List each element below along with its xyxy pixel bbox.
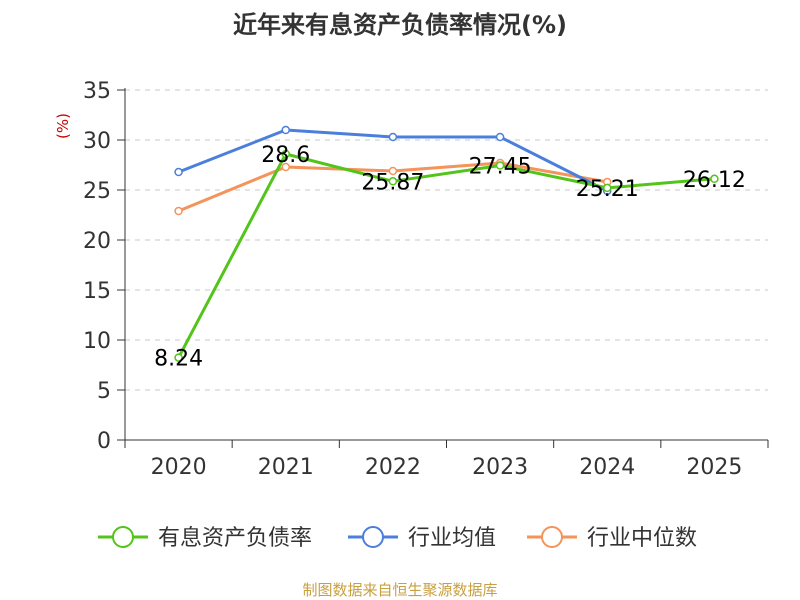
data-point bbox=[174, 167, 183, 177]
legend-marker bbox=[362, 526, 384, 548]
data-label: 25.87 bbox=[361, 170, 424, 195]
grid-lines bbox=[125, 89, 768, 391]
y-tick-label: 5 bbox=[97, 379, 111, 404]
legend-label: 有息资产负债率 bbox=[158, 526, 312, 551]
data-point bbox=[281, 125, 290, 135]
legend[interactable]: 有息资产负债率 行业均值 行业中位数 bbox=[98, 526, 697, 551]
y-tick-label: 35 bbox=[83, 79, 111, 104]
data-label: 27.45 bbox=[469, 155, 532, 180]
legend-label: 行业均值 bbox=[408, 526, 496, 551]
legend-item[interactable]: 行业均值 bbox=[348, 526, 496, 551]
x-tick-label: 2021 bbox=[258, 455, 314, 480]
y-tick-label: 10 bbox=[83, 329, 111, 354]
data-point bbox=[710, 174, 719, 184]
data-labels: 8.24 28.6 25.87 27.45 25.21 26.12 bbox=[154, 143, 746, 372]
x-tick-label: 2020 bbox=[151, 455, 207, 480]
data-label: 25.21 bbox=[576, 177, 639, 202]
source-note: 制图数据来自恒生聚源数据库 bbox=[302, 581, 497, 599]
y-tick-label: 30 bbox=[83, 129, 111, 154]
series-lines bbox=[174, 125, 719, 362]
y-tick-label: 25 bbox=[83, 179, 111, 204]
data-label: 8.24 bbox=[154, 347, 203, 372]
x-tick-label: 2023 bbox=[472, 455, 528, 480]
legend-item[interactable]: 有息资产负债率 bbox=[98, 526, 312, 551]
y-tick-label: 0 bbox=[97, 429, 111, 454]
y-axis-label: (%) bbox=[54, 113, 72, 139]
data-point bbox=[281, 149, 290, 159]
x-tick-label: 2024 bbox=[579, 455, 635, 480]
data-point bbox=[388, 132, 398, 142]
data-point bbox=[495, 132, 505, 142]
data-point bbox=[388, 166, 398, 176]
series-line bbox=[177, 152, 715, 359]
x-tick-label: 2022 bbox=[365, 455, 421, 480]
y-tick-label: 15 bbox=[83, 279, 111, 304]
data-point bbox=[281, 162, 290, 172]
data-label: 28.6 bbox=[261, 143, 310, 168]
data-point bbox=[174, 206, 183, 216]
data-point bbox=[174, 353, 183, 362]
data-point bbox=[388, 177, 398, 186]
y-tick-label: 20 bbox=[83, 229, 111, 254]
legend-marker bbox=[112, 526, 134, 548]
data-point bbox=[603, 183, 612, 193]
data-label: 26.12 bbox=[683, 168, 746, 193]
data-point bbox=[495, 161, 505, 170]
legend-label: 行业中位数 bbox=[587, 526, 697, 551]
x-tick-label: 2025 bbox=[686, 455, 742, 480]
legend-item[interactable]: 行业中位数 bbox=[527, 526, 697, 551]
chart-title: 近年来有息资产负债率情况(%) bbox=[233, 11, 567, 39]
legend-marker bbox=[541, 526, 563, 548]
